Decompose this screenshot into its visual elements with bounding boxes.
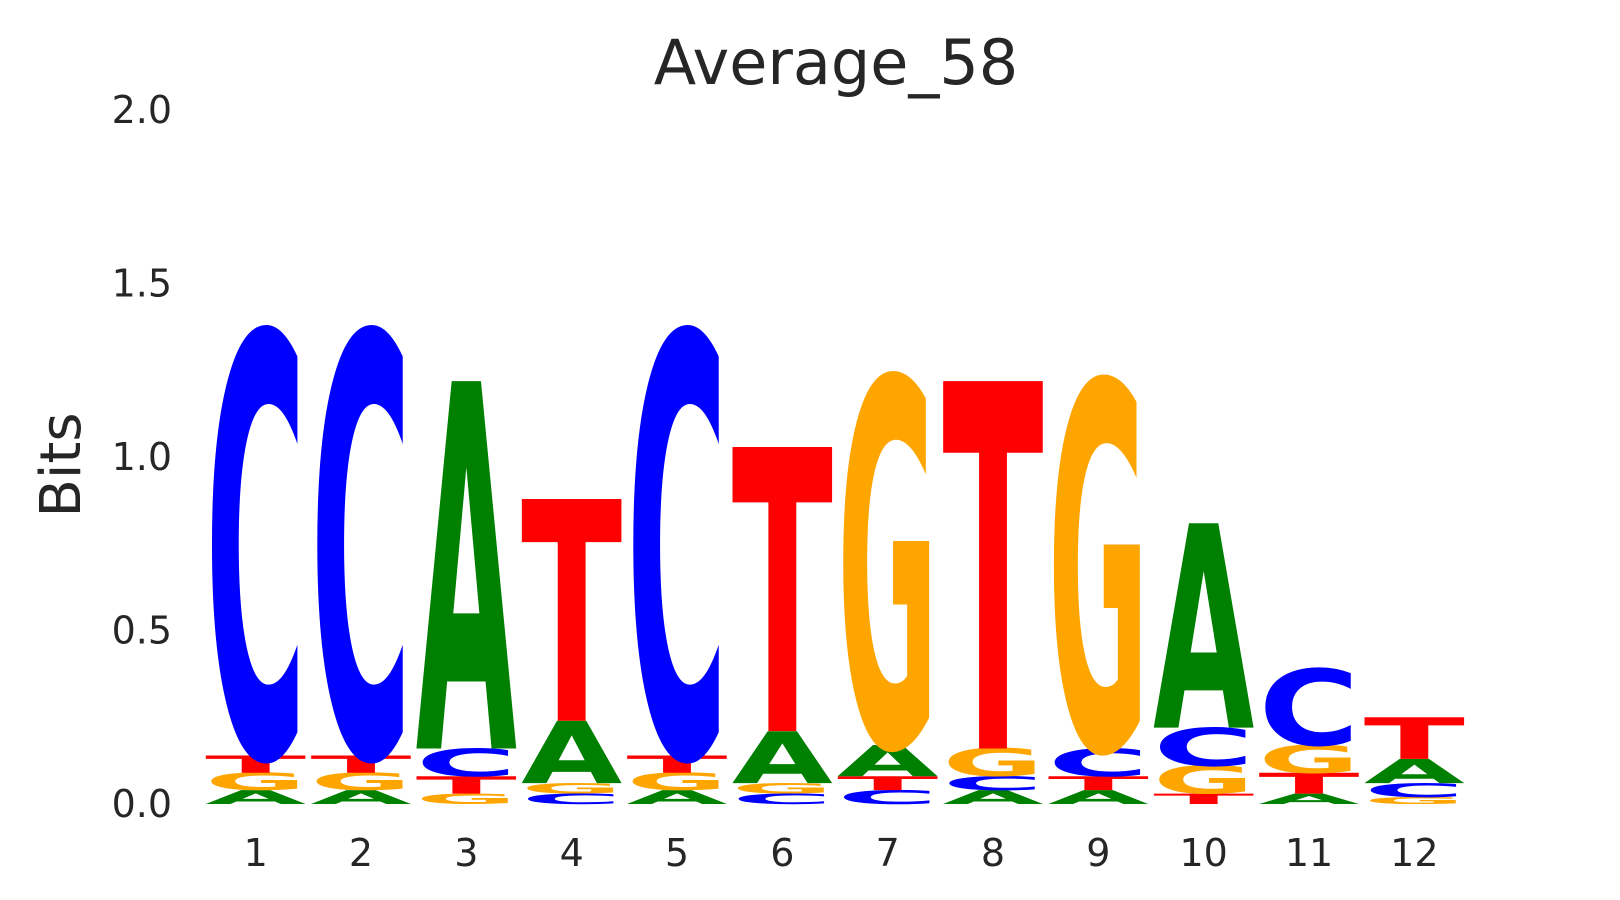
y-axis-ticks: 0.0 0.5 1.0 1.5 2.0 [112,88,172,826]
logo-glyph-t: T [416,772,517,800]
x-tick-label: 9 [1086,831,1110,875]
logo-glyph-g: G [1048,283,1149,868]
logo-glyph-g: G [416,791,517,808]
logo-glyph-g: G [205,768,306,796]
x-tick-label: 11 [1285,831,1333,875]
logo-glyph-c: C [205,219,306,893]
logo-glyph-c: C [837,787,938,809]
logo-glyph-g: G [521,780,622,797]
x-tick-label: 1 [244,831,268,875]
logo-glyph-a: A [837,737,938,787]
x-tick-label: 4 [560,831,584,875]
logo-glyph-c: C [1048,741,1149,785]
logo-glyph-t: T [205,751,306,779]
x-tick-label: 12 [1390,831,1438,875]
logo-glyph-g: G [1364,795,1465,806]
y-tick-label: 0.5 [112,609,172,653]
logo-glyph-g: G [1153,759,1254,803]
logo-glyph-t: T [1364,707,1465,773]
logo-glyph-a: A [310,786,411,808]
x-tick-label: 6 [770,831,794,875]
logo-glyph-a: A [1153,467,1254,794]
x-tick-label: 5 [665,831,689,875]
x-tick-label: 3 [454,831,478,875]
logo-glyph-a: A [1048,786,1149,808]
x-tick-label: 10 [1179,831,1227,875]
logo-glyph-a: A [732,717,833,800]
logo-glyph-g: G [1258,738,1359,782]
y-tick-label: 1.5 [112,262,172,306]
logo-glyph-c: C [310,219,411,893]
x-tick-label: 7 [876,831,900,875]
y-axis-label: Bits [29,412,94,517]
logo-glyph-g: G [626,768,727,796]
y-tick-label: 0.0 [112,782,172,826]
logo-glyph-c: C [1364,780,1465,802]
logo-glyph-g: G [837,279,938,864]
logo-glyph-t: T [521,440,622,793]
x-tick-label: 2 [349,831,373,875]
logo-glyph-c: C [1258,648,1359,770]
logo-glyph-c: C [732,791,833,808]
logo-glyph-c: C [521,791,622,808]
x-axis-ticks: 1 2 3 4 5 6 7 8 9 10 11 12 [244,831,1439,875]
x-tick-label: 8 [981,831,1005,875]
logo-glyph-c: C [1153,717,1254,778]
logo-glyph-t: T [310,751,411,779]
logo-glyph-g: G [732,780,833,797]
logo-glyph-a: A [942,786,1043,808]
logo-glyph-t: T [732,369,834,824]
chart-title: Average_58 [654,26,1019,99]
logo-glyph-a: A [521,705,622,804]
logo-glyph-c: C [942,773,1043,795]
logo-glyph-t: T [1153,791,1254,808]
logo-glyph-a: A [205,786,306,808]
logo-glyph-t: T [942,280,1044,867]
logo-glyph-t: T [837,772,938,794]
logo-glyph-a: A [626,786,727,808]
logo-glyph-t: T [1048,772,1149,794]
logo-glyph-a: A [416,280,518,867]
y-tick-label: 1.0 [112,435,172,479]
logo-glyph-c: C [416,741,517,785]
logo-glyph-c: C [626,219,727,893]
logo-glyph-t: T [1258,767,1359,800]
y-tick-label: 2.0 [112,88,172,132]
logo-glyph-t: T [626,751,727,779]
logo-glyph-a: A [1364,753,1465,791]
logo-glyph-a: A [1258,791,1359,808]
logo-glyph-g: G [310,768,411,796]
logo-glyph-g: G [942,741,1043,785]
